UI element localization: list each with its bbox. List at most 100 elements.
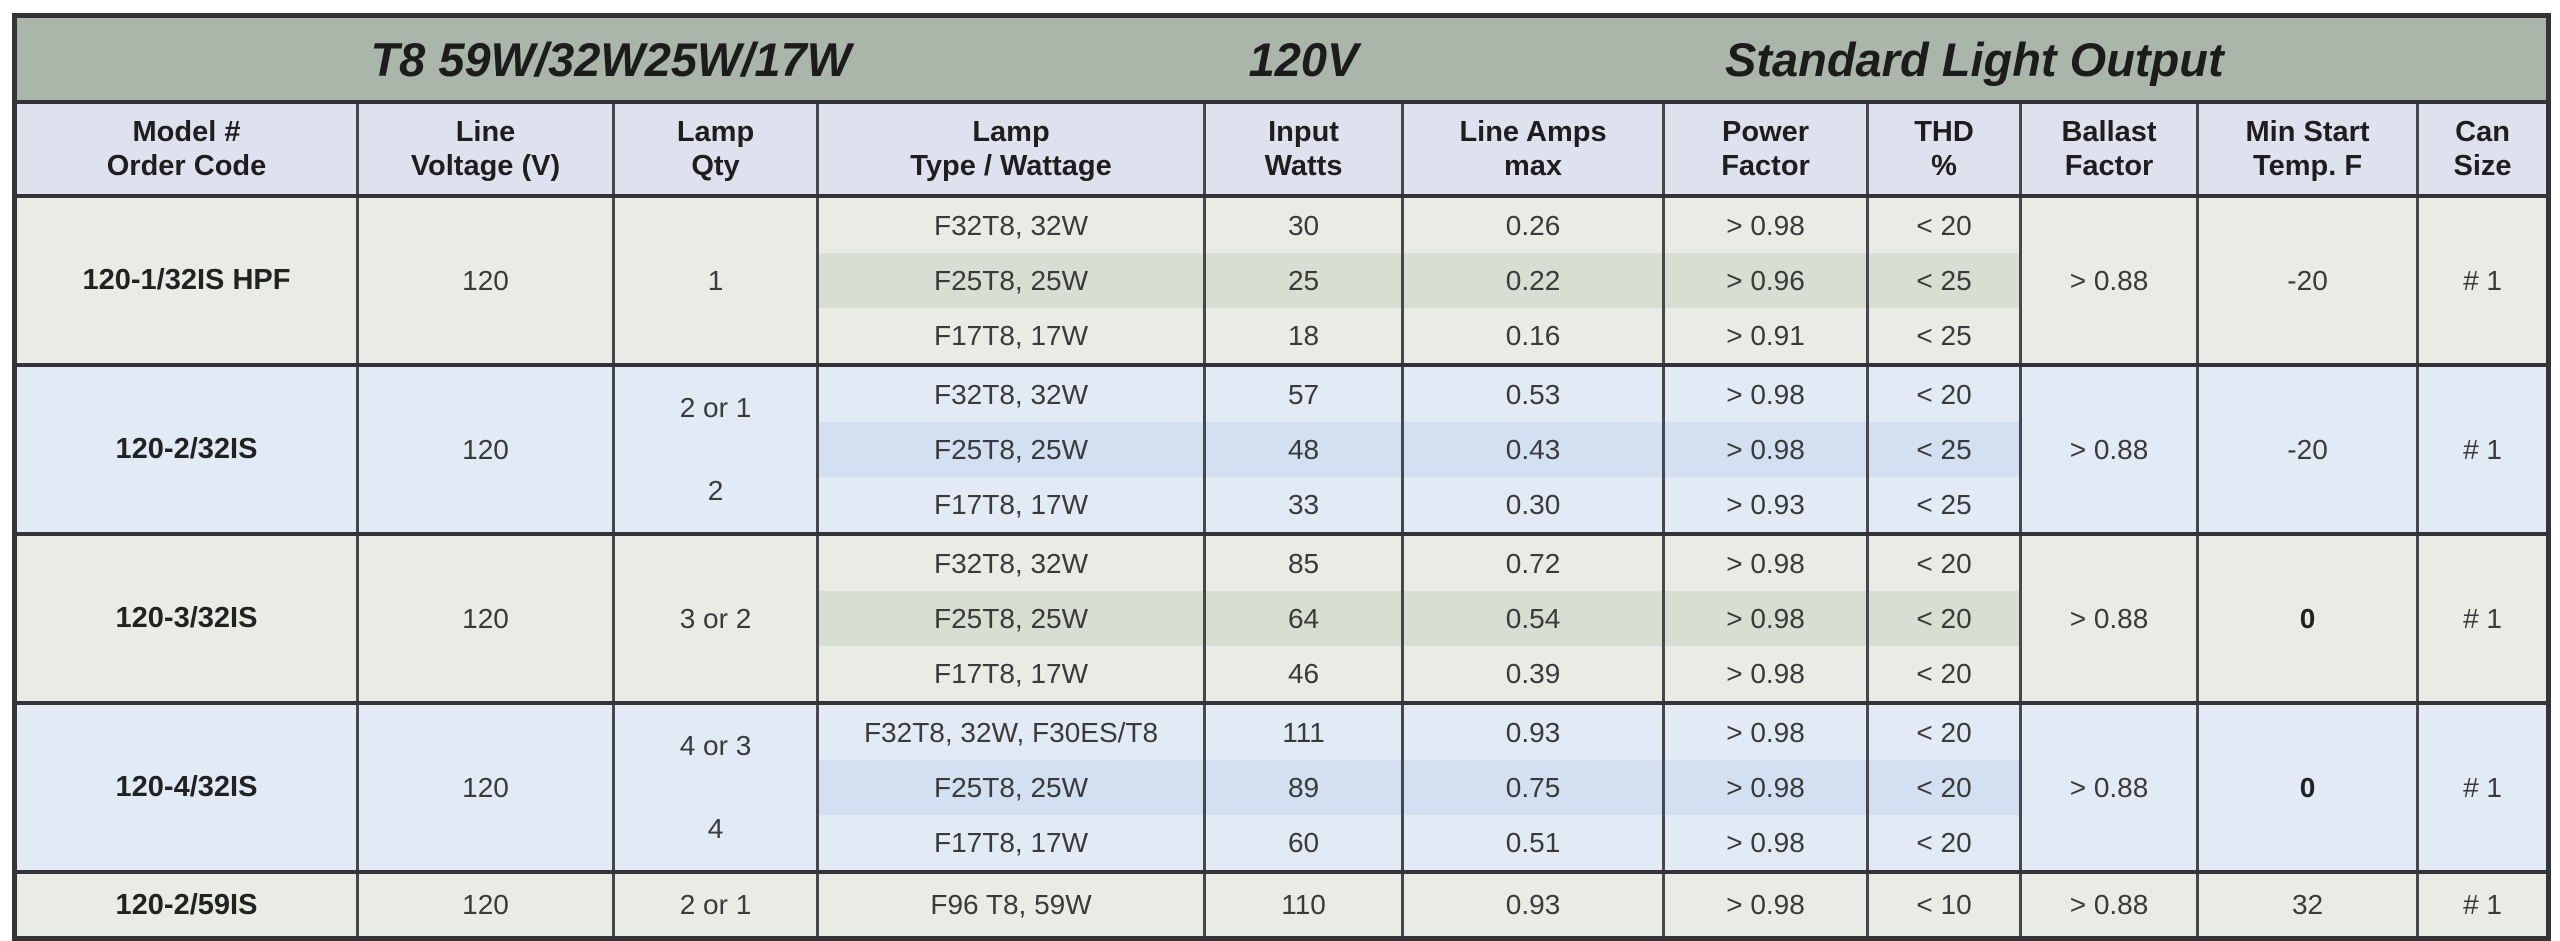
cell-min-start-temp: -20 xyxy=(2196,365,2420,534)
header-ballast-factor: Ballast Factor xyxy=(2019,102,2200,198)
cell-thd: < 25 xyxy=(1866,477,2023,534)
title-output: Standard Light Output xyxy=(1402,15,2549,104)
cell-min-start-temp: 0 xyxy=(2196,534,2420,703)
cell-thd: < 20 xyxy=(1866,703,2023,760)
cell-thd: < 20 xyxy=(1866,591,2023,646)
cell-voltage: 120 xyxy=(356,703,615,872)
cell-power-factor: > 0.98 xyxy=(1662,196,1870,253)
table-row: 120-1/32IS HPF 120 1 F32T8, 32W 30 0.26 … xyxy=(13,196,2551,365)
cell-voltage: 120 xyxy=(356,365,615,534)
table-row: F25T8, 25W 25 0.22 > 0.96 < 25 xyxy=(15,253,2549,308)
cell-power-factor: > 0.98 xyxy=(1662,591,1870,646)
cell-thd: < 20 xyxy=(1866,534,2023,591)
cell-line-amps: 0.16 xyxy=(1401,308,1666,365)
cell-power-factor: > 0.98 xyxy=(1662,872,1870,939)
cell-lamp-type: F17T8, 17W xyxy=(815,815,1207,872)
cell-lamp-type: F32T8, 32W xyxy=(815,365,1207,422)
cell-can-size: # 1 xyxy=(2416,534,2551,703)
cell-input-watts: 25 xyxy=(1203,253,1405,308)
cell-min-start-temp: 32 xyxy=(2196,872,2420,939)
cell-model: 120-1/32IS HPF xyxy=(13,196,359,365)
cell-line-amps: 0.72 xyxy=(1401,534,1666,591)
cell-lamp-qty: 3 or 2 xyxy=(612,534,819,703)
cell-line-amps: 0.22 xyxy=(1401,253,1666,308)
cell-input-watts: 60 xyxy=(1203,815,1405,872)
title-voltage: 120V xyxy=(1204,15,1403,104)
cell-lamp-type: F32T8, 32W xyxy=(815,196,1207,253)
cell-lamp-type: F25T8, 25W xyxy=(815,422,1207,477)
cell-line-amps: 0.43 xyxy=(1401,422,1666,477)
header-min-start-temp: Min Start Temp. F xyxy=(2196,102,2420,198)
cell-power-factor: > 0.96 xyxy=(1662,253,1870,308)
cell-model: 120-4/32IS xyxy=(13,703,359,872)
table-row: F25T8, 25W 48 0.43 > 0.98 < 25 xyxy=(15,422,2549,477)
lamp-qty-primary: 2 or 1 xyxy=(679,392,752,424)
cell-input-watts: 18 xyxy=(1203,308,1405,365)
ballast-spec-table: T8 59W/32W25W/17W 120V Standard Light Ou… xyxy=(12,13,2552,941)
cell-thd: < 20 xyxy=(1866,365,2023,422)
table-row: F17T8, 17W 46 0.39 > 0.98 < 20 xyxy=(15,646,2549,703)
lamp-qty-primary: 4 or 3 xyxy=(679,730,752,762)
cell-lamp-type: F25T8, 25W xyxy=(815,591,1207,646)
table-row: 120-2/32IS 120 2 or 1 2 F32T8, 32W 57 0.… xyxy=(13,365,2551,534)
cell-ballast-factor: > 0.88 xyxy=(2019,703,2200,872)
table-row: F25T8, 25W 89 0.75 > 0.98 < 20 xyxy=(15,760,2549,815)
cell-line-amps: 0.93 xyxy=(1401,703,1666,760)
cell-power-factor: > 0.98 xyxy=(1662,760,1870,815)
header-line-amps: Line Amps max xyxy=(1401,102,1666,198)
group-120-1-32IS-HPF: 120-1/32IS HPF 120 1 F32T8, 32W 30 0.26 … xyxy=(13,196,2551,365)
cell-line-amps: 0.51 xyxy=(1401,815,1666,872)
cell-input-watts: 48 xyxy=(1203,422,1405,477)
cell-lamp-qty: 4 or 3 4 xyxy=(612,703,819,872)
cell-power-factor: > 0.91 xyxy=(1662,308,1870,365)
cell-input-watts: 89 xyxy=(1203,760,1405,815)
cell-voltage: 120 xyxy=(356,534,615,703)
cell-lamp-type: F96 T8, 59W xyxy=(815,872,1207,939)
header-lamp-qty: Lamp Qty xyxy=(612,102,819,198)
header-thd: THD% xyxy=(1866,102,2023,198)
cell-input-watts: 85 xyxy=(1203,534,1405,591)
cell-input-watts: 33 xyxy=(1203,477,1405,534)
cell-lamp-qty: 2 or 1 2 xyxy=(612,365,819,534)
cell-thd: < 10 xyxy=(1866,872,2023,939)
cell-thd: < 25 xyxy=(1866,422,2023,477)
cell-voltage: 120 xyxy=(356,196,615,365)
cell-thd: < 20 xyxy=(1866,196,2023,253)
header-lamp-type: Lamp Type / Wattage xyxy=(815,102,1207,198)
cell-ballast-factor: > 0.88 xyxy=(2019,365,2200,534)
cell-line-amps: 0.39 xyxy=(1401,646,1666,703)
cell-lamp-type: F17T8, 17W xyxy=(815,308,1207,365)
cell-min-start-temp: 0 xyxy=(2196,703,2420,872)
cell-line-amps: 0.53 xyxy=(1401,365,1666,422)
header-power-factor: Power Factor xyxy=(1662,102,1870,198)
header-model: Model # Order Code xyxy=(13,102,359,198)
cell-lamp-type: F17T8, 17W xyxy=(815,646,1207,703)
cell-power-factor: > 0.93 xyxy=(1662,477,1870,534)
cell-ballast-factor: > 0.88 xyxy=(2019,196,2200,365)
cell-line-amps: 0.54 xyxy=(1401,591,1666,646)
cell-line-amps: 0.75 xyxy=(1401,760,1666,815)
cell-can-size: # 1 xyxy=(2416,872,2551,939)
cell-can-size: # 1 xyxy=(2416,365,2551,534)
table-row: 120-3/32IS 120 3 or 2 F32T8, 32W 85 0.72… xyxy=(13,534,2551,703)
cell-power-factor: > 0.98 xyxy=(1662,422,1870,477)
cell-line-amps: 0.93 xyxy=(1401,872,1666,939)
cell-lamp-type: F32T8, 32W, F30ES/T8 xyxy=(815,703,1207,760)
cell-lamp-type: F17T8, 17W xyxy=(815,477,1207,534)
cell-lamp-type: F25T8, 25W xyxy=(815,253,1207,308)
cell-lamp-type: F32T8, 32W xyxy=(815,534,1207,591)
header-input-watts: Input Watts xyxy=(1203,102,1405,198)
cell-input-watts: 64 xyxy=(1203,591,1405,646)
cell-thd: < 25 xyxy=(1866,308,2023,365)
table-row: 120-2/59IS 120 2 or 1 F96 T8, 59W 110 0.… xyxy=(13,872,2551,939)
cell-input-watts: 110 xyxy=(1203,872,1405,939)
group-120-3-32IS: 120-3/32IS 120 3 or 2 F32T8, 32W 85 0.72… xyxy=(13,534,2551,703)
header-row: Model # Order Code Line Voltage (V) Lamp Qt… xyxy=(13,102,2551,198)
group-120-4-32IS: 120-4/32IS 120 4 or 3 4 F32T8, 32W, F30E… xyxy=(13,703,2551,872)
group-120-2-32IS: 120-2/32IS 120 2 or 1 2 F32T8, 32W 57 0.… xyxy=(13,365,2551,534)
cell-model: 120-2/59IS xyxy=(13,872,359,939)
table-row: F17T8, 17W 60 0.51 > 0.98 < 20 xyxy=(15,815,2549,872)
cell-line-amps: 0.30 xyxy=(1401,477,1666,534)
cell-power-factor: > 0.98 xyxy=(1662,703,1870,760)
